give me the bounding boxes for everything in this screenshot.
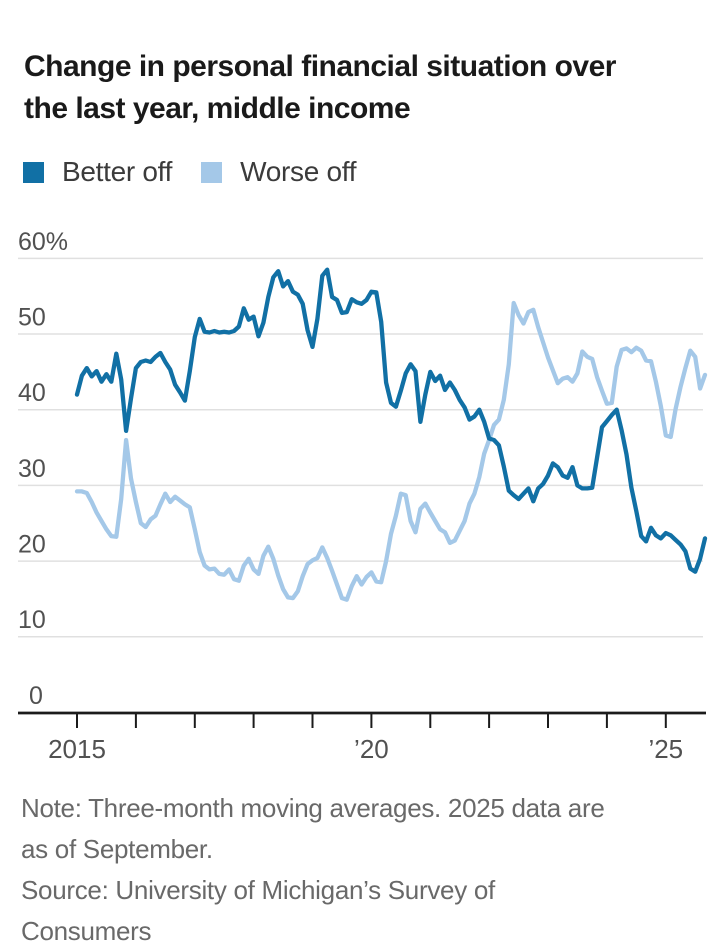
chart-title: Change in personal financial situation o…: [24, 46, 714, 130]
x-axis-label-2025: ’25: [648, 734, 683, 764]
legend-swatch-worse-off-icon: [201, 161, 223, 183]
chart-title-line-2: the last year, middle income: [24, 92, 411, 126]
legend-item-worse-off: Worse off: [201, 156, 357, 188]
y-axis-label-20: 20: [18, 531, 46, 559]
source-line-1: Source: University of Michigan’s Survey …: [21, 875, 495, 905]
chart-title-line-1: Change in personal financial situation o…: [24, 50, 616, 84]
note-line-2: as of September.: [21, 834, 213, 864]
y-axis-label-10: 10: [18, 606, 46, 634]
note-line-1: Note: Three-month moving averages. 2025 …: [21, 793, 605, 823]
legend-swatch-better-off-icon: [23, 161, 44, 183]
chart-legend: Better off Worse off: [23, 156, 357, 188]
legend-label-better-off: Better off: [62, 156, 173, 187]
y-axis-label-40: 40: [18, 379, 46, 407]
legend-label-worse-off: Worse off: [240, 156, 357, 187]
y-axis-label-0: 0: [29, 682, 43, 710]
source-line-2: Consumers: [21, 916, 152, 946]
legend-item-better-off: Better off: [23, 156, 172, 188]
worse-off-line: [74, 300, 708, 602]
y-axis-label-60: 60%: [18, 228, 68, 256]
x-axis-label-2020: ’20: [354, 734, 389, 764]
y-axis-label-50: 50: [18, 304, 46, 332]
better-off-line: [74, 267, 708, 574]
chart-footer: Note: Three-month moving averages. 2025 …: [21, 788, 711, 952]
x-axis-label-2015: 2015: [48, 734, 106, 764]
y-axis-label-30: 30: [18, 455, 46, 483]
